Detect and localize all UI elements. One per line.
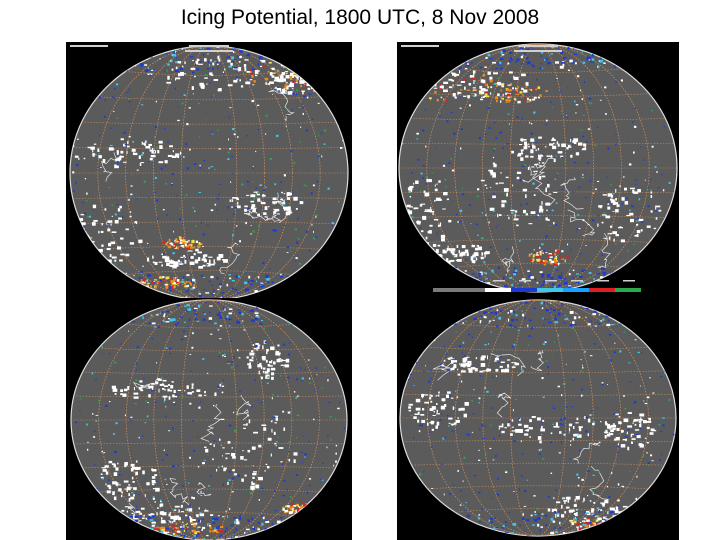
icing-colorbar (433, 280, 641, 292)
globe-image (398, 43, 678, 293)
lat-lon-grid (70, 46, 348, 298)
globe-image (70, 299, 348, 540)
cloud-cover (402, 66, 662, 264)
cloud-cover (100, 340, 298, 524)
satellite-panel-north-pacific (66, 42, 352, 298)
globe-image (399, 299, 677, 537)
lat-lon-grid (71, 300, 347, 540)
coastlines (501, 158, 611, 273)
panel-header-text (401, 45, 562, 52)
satellite-panel-africa-atlantic (66, 298, 352, 540)
satellite-panel-south-pacific (397, 298, 679, 540)
coastlines (101, 89, 295, 275)
page-title: Icing Potential, 1800 UTC, 8 Nov 2008 (180, 6, 540, 29)
panel-header-text (70, 45, 233, 52)
satellite-panel-americas (397, 42, 679, 298)
globe-image (69, 45, 349, 298)
